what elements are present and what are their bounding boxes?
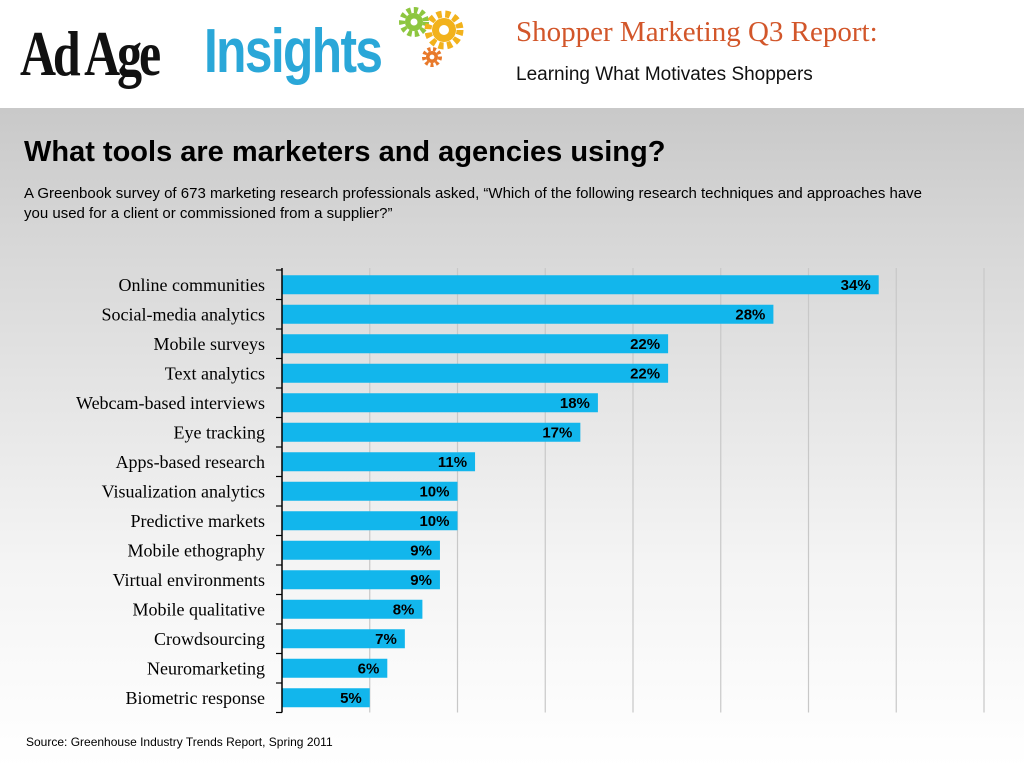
bar <box>282 334 669 354</box>
bar <box>282 452 476 472</box>
bar <box>282 599 423 619</box>
category-label: Neuromarketing <box>147 658 265 678</box>
value-label: 28% <box>735 306 765 323</box>
bars <box>282 275 879 708</box>
bar <box>282 275 879 295</box>
category-label: Online communities <box>119 275 265 295</box>
gears-icon <box>399 7 464 67</box>
logo-adage: Ad Age <box>20 18 161 89</box>
bar <box>282 629 405 649</box>
bar <box>282 304 774 324</box>
category-label: Biometric response <box>126 688 265 708</box>
category-label: Eye tracking <box>174 422 265 442</box>
value-label: 9% <box>410 542 432 559</box>
header: Ad Age Insights Shopper Marketing Q3 Rep… <box>0 0 1024 108</box>
value-label: 18% <box>560 395 590 412</box>
report-title: Shopper Marketing Q3 Report: <box>516 16 878 48</box>
survey-description: A Greenbook survey of 673 marketing rese… <box>24 185 923 222</box>
category-label: Mobile ethography <box>128 540 265 560</box>
value-label: 8% <box>393 601 415 618</box>
source-note: Source: Greenhouse Industry Trends Repor… <box>26 735 333 749</box>
category-axis <box>276 268 283 714</box>
category-label: Crowdsourcing <box>154 629 265 649</box>
value-label: 11% <box>438 454 467 471</box>
bar <box>282 570 440 590</box>
value-label: 34% <box>841 277 871 294</box>
labels: Online communities 34% Social-media analyt… <box>76 275 871 708</box>
bar <box>282 393 598 413</box>
value-label: 10% <box>419 513 449 530</box>
bar <box>282 363 669 383</box>
value-label: 10% <box>419 483 449 500</box>
report-subtitle: Learning What Motivates Shoppers <box>516 64 813 85</box>
headline: What tools are marketers and agencies us… <box>24 136 666 168</box>
bar <box>282 658 388 678</box>
category-label: Text analytics <box>165 363 265 383</box>
value-label: 7% <box>375 631 397 648</box>
gear-green-icon <box>399 7 429 37</box>
value-label: 22% <box>630 336 660 353</box>
category-label: Visualization analytics <box>102 481 265 501</box>
bar <box>282 688 370 708</box>
bar <box>282 422 581 442</box>
value-label: 6% <box>358 660 380 677</box>
bar <box>282 481 458 501</box>
value-label: 9% <box>410 572 432 589</box>
gear-orange-icon <box>422 47 442 67</box>
value-label: 22% <box>630 365 660 382</box>
bar-chart: Online communities 34% Social-media analyt… <box>76 268 985 714</box>
logo-insights: Insights <box>204 17 383 86</box>
value-label: 5% <box>340 690 362 707</box>
category-label: Apps-based research <box>116 452 265 472</box>
value-label: 17% <box>542 424 572 441</box>
bar <box>282 540 440 560</box>
category-label: Mobile surveys <box>154 334 266 354</box>
gear-gold-icon <box>424 10 464 50</box>
category-label: Virtual environments <box>113 570 265 590</box>
bar <box>282 511 458 531</box>
category-label: Webcam-based interviews <box>76 393 265 413</box>
category-label: Predictive markets <box>131 511 265 531</box>
category-label: Social-media analytics <box>102 304 265 324</box>
category-label: Mobile qualitative <box>133 599 265 619</box>
